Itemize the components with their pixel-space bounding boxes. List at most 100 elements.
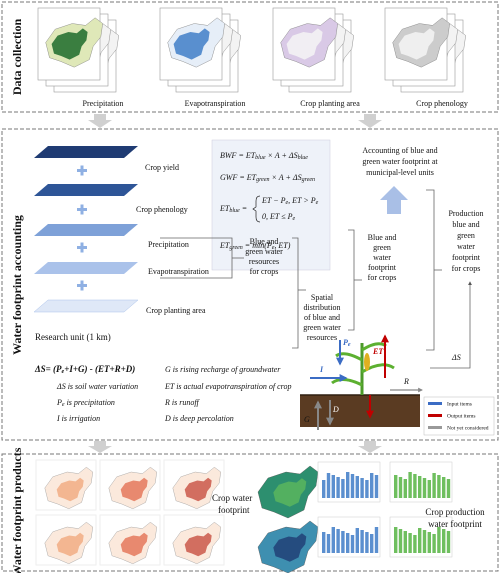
- text-line: Blue and: [368, 233, 397, 242]
- item-label: Crop phenology: [416, 99, 468, 108]
- text-line: green water: [245, 247, 283, 256]
- formula: BWF = ETblue × A + ΔSblue: [220, 151, 308, 162]
- item-label: Precipitation: [83, 99, 124, 108]
- text-line: footprint: [452, 253, 481, 262]
- text-line: resources: [307, 333, 337, 342]
- text-line: Production: [448, 209, 483, 218]
- text-segment: GWF = ET: [220, 173, 257, 182]
- text-line: water: [373, 253, 391, 262]
- map-fill: [184, 532, 212, 557]
- layer-label: Crop phenology: [136, 205, 188, 214]
- bar-shape: [346, 472, 350, 498]
- text-segment: +I+G) - (ET+R+D): [64, 364, 135, 374]
- bar-shape: [442, 477, 446, 498]
- definition: D is deep percolation: [164, 414, 234, 423]
- bar-shape: [374, 475, 379, 498]
- bar-shape: [446, 479, 451, 498]
- bar-shape: [331, 527, 335, 553]
- legend-label: Output items: [447, 413, 476, 419]
- text-line: distribution: [304, 303, 341, 312]
- bar-shape: [437, 475, 441, 498]
- flow-arrows: [88, 114, 382, 453]
- brace: [252, 195, 261, 223]
- brackets: [160, 189, 472, 369]
- up-arrow: [380, 186, 408, 214]
- subscript: e: [62, 402, 65, 408]
- text-segment: × A + ΔS: [270, 173, 302, 182]
- bar-shape: [418, 476, 422, 498]
- subscript: green: [256, 177, 269, 183]
- plant-illustration-part: [364, 353, 370, 371]
- legend-label: Not yet considered: [447, 425, 489, 431]
- bar-shape: [408, 472, 412, 498]
- plant-label: ET: [372, 347, 384, 356]
- layer-stack-part-part: [80, 242, 84, 253]
- text-segment: 0, ET ≤ P: [262, 212, 293, 221]
- layer-label: Crop planting area: [146, 306, 206, 315]
- map-fill: [120, 477, 148, 502]
- plant-label: I: [319, 365, 324, 374]
- brackets-part: [348, 229, 355, 331]
- text-segment: D is deep percolation: [164, 414, 234, 423]
- bar-shape: [360, 530, 364, 553]
- subscript: e: [292, 216, 295, 222]
- text-line: green water footprint at: [362, 157, 438, 166]
- subscript: blue: [229, 208, 240, 214]
- layer-label: Crop yield: [145, 163, 179, 172]
- subscript: e: [316, 200, 319, 206]
- bar-shape: [360, 478, 364, 498]
- definition: G is rising recharge of groundwater: [165, 365, 281, 374]
- map-fill: [398, 28, 435, 60]
- section-title: Water footprint products: [10, 447, 24, 573]
- bar-shape: [427, 480, 431, 498]
- layer-stack-part: [33, 299, 139, 313]
- bar-shape: [432, 473, 436, 498]
- research-unit: Research unit (1 km): [35, 332, 111, 342]
- bar-shape: [427, 532, 431, 553]
- text-segment: I is irrigation: [56, 414, 100, 423]
- plant-label: D: [332, 405, 339, 414]
- flow-arrows-part: [358, 114, 382, 128]
- subscript: e: [272, 245, 275, 251]
- plant-label: R: [403, 377, 409, 386]
- subscript: blue: [298, 155, 309, 161]
- text-segment: R is runoff: [164, 398, 201, 407]
- bar-shape: [326, 473, 331, 498]
- data-collection-section-part: [1, 1, 499, 113]
- bar-shape: [398, 477, 403, 498]
- layer-stack-part-part: [80, 280, 84, 291]
- map-fill: [184, 477, 212, 502]
- bar-shape: [403, 479, 407, 498]
- definition: I is irrigation: [56, 414, 100, 423]
- bar-shape: [403, 531, 407, 553]
- bar-shape: [350, 474, 355, 498]
- brackets-part: [426, 189, 435, 351]
- bar-shape: [413, 474, 417, 498]
- bar-shape: [413, 535, 417, 553]
- subscript: e: [348, 342, 351, 348]
- text-segment: BWF = ET: [220, 151, 256, 160]
- definition: Pe is precipitation: [56, 398, 115, 409]
- flow-arrows-part: [88, 441, 112, 453]
- text-segment: , ET > P: [288, 196, 316, 205]
- item-label: Evapotranspiration: [185, 99, 246, 108]
- text-line: Accounting of blue and: [362, 146, 437, 155]
- flow-arrows-part: [88, 114, 112, 128]
- layer-stack-part: [77, 165, 87, 291]
- subscript: green: [302, 177, 315, 183]
- map-fill: [273, 478, 307, 507]
- data-collection-section: Data collection Precipitation Evapotrans…: [1, 1, 499, 113]
- map-fill: [56, 532, 84, 557]
- bar-shape: [398, 529, 403, 553]
- text-segment: × A + ΔS: [266, 151, 298, 160]
- text-line: resources: [249, 257, 279, 266]
- text-line: footprint: [368, 263, 397, 272]
- subscript: green: [229, 245, 242, 251]
- text-segment: ΔS is soil water variation: [56, 382, 138, 391]
- layer-stack-part-part: [80, 204, 84, 215]
- bar-shape: [341, 479, 345, 498]
- balance-equation: ΔS= (Pe+I+G) - (ET+R+D): [34, 364, 135, 375]
- text-line: Blue and: [250, 237, 279, 246]
- accounting-section: Water footprint accounting Crop yield Cr…: [1, 128, 499, 441]
